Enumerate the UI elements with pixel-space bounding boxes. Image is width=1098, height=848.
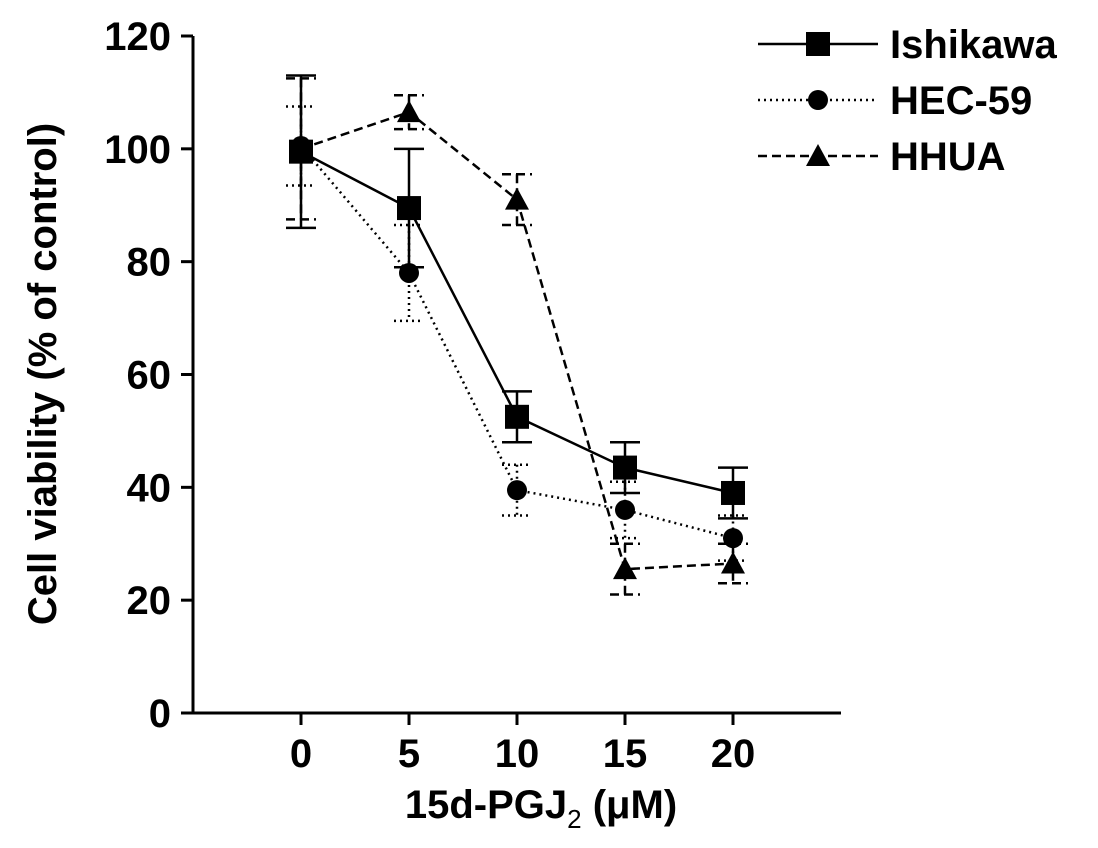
data-point-triangle bbox=[721, 551, 745, 574]
data-point-circle bbox=[507, 480, 527, 501]
x-tick-label: 10 bbox=[495, 732, 540, 776]
data-point-triangle bbox=[397, 100, 421, 123]
y-axis-title: Cell viability (% of control) bbox=[21, 123, 65, 625]
data-point-circle bbox=[615, 499, 635, 520]
x-tick-label: 20 bbox=[711, 732, 756, 776]
data-point-triangle bbox=[505, 187, 529, 210]
y-tick-label: 100 bbox=[104, 128, 171, 172]
series-ishikawa bbox=[286, 74, 748, 520]
data-point-square bbox=[397, 196, 421, 221]
data-point-triangle bbox=[289, 136, 313, 159]
data-point-square bbox=[721, 480, 745, 505]
x-axis-title-subscript: 2 bbox=[567, 804, 581, 834]
x-tick-label: 15 bbox=[603, 732, 648, 776]
legend-label: HEC-59 bbox=[890, 79, 1032, 123]
y-tick-label: 80 bbox=[127, 241, 172, 285]
legend-marker-triangle bbox=[806, 144, 830, 166]
y-tick-label: 40 bbox=[127, 466, 172, 510]
legend-item-hec-59: HEC-59 bbox=[758, 79, 1032, 123]
legend-item-hhua: HHUA bbox=[758, 135, 1006, 179]
legend-label: Ishikawa bbox=[890, 23, 1058, 67]
data-point-triangle bbox=[613, 557, 637, 580]
axes bbox=[191, 36, 841, 715]
y-tick-label: 20 bbox=[127, 579, 172, 623]
y-tick-label: 60 bbox=[127, 354, 172, 398]
legend-marker-square bbox=[806, 32, 830, 56]
legend-marker-circle bbox=[808, 90, 828, 110]
legend-item-ishikawa: Ishikawa bbox=[758, 23, 1058, 67]
series bbox=[286, 74, 748, 596]
x-tick-label: 0 bbox=[290, 732, 312, 776]
x-tick-label: 5 bbox=[398, 732, 420, 776]
x-axis-title-main: 15d-PGJ bbox=[405, 783, 567, 827]
ticks: 0 20 40 60 80 100 120 0 5 10 15 20 bbox=[104, 15, 755, 776]
legend-label: HHUA bbox=[890, 135, 1006, 179]
legend: Ishikawa HEC-59 HHUA bbox=[758, 23, 1058, 179]
y-tick-label: 120 bbox=[104, 15, 171, 59]
y-tick-label: 0 bbox=[149, 692, 171, 736]
data-point-square bbox=[505, 404, 529, 429]
data-point-circle bbox=[399, 262, 419, 283]
series-hhua bbox=[286, 77, 748, 596]
x-axis-title: 15d-PGJ2 (μM) bbox=[405, 783, 677, 834]
series-hec-59 bbox=[286, 105, 748, 562]
data-point-square bbox=[613, 455, 637, 480]
x-axis-title-unit: (μM) bbox=[582, 783, 678, 827]
